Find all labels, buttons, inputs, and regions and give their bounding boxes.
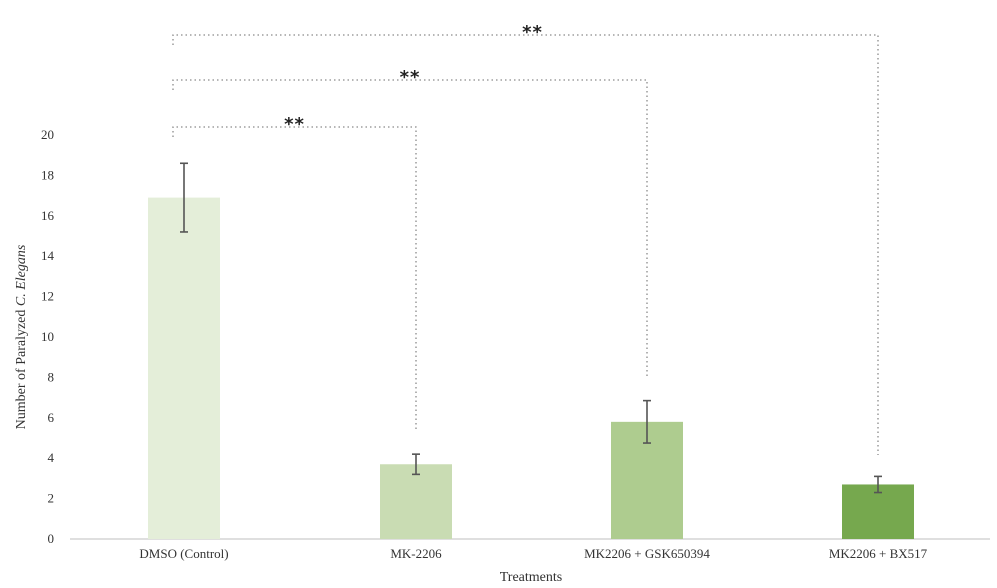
bar xyxy=(148,197,220,539)
y-tick-label: 20 xyxy=(41,127,54,142)
significance-brackets: ** ** ** xyxy=(172,22,879,455)
error-bar xyxy=(874,475,882,494)
y-tick-label: 16 xyxy=(41,208,55,223)
significance-bracket: ** xyxy=(172,114,417,432)
y-tick-label: 18 xyxy=(41,167,54,182)
significance-label: ** xyxy=(522,22,543,43)
bars xyxy=(148,197,914,539)
y-axis-title: Number of Paralyzed C. Elegans xyxy=(14,244,29,429)
error-bars xyxy=(180,162,882,494)
bar xyxy=(842,484,914,539)
y-tick-label: 14 xyxy=(41,248,55,263)
y-tick-label: 12 xyxy=(41,289,54,304)
y-tick-label: 0 xyxy=(48,531,55,546)
y-tick-label: 2 xyxy=(48,491,55,506)
x-axis-category-labels: DMSO (Control) MK-2206 MK2206 + GSK650394 M… xyxy=(139,546,927,561)
error-bar xyxy=(180,162,188,233)
error-bar xyxy=(643,399,651,444)
bracket-line xyxy=(172,34,879,455)
significance-bracket: ** xyxy=(172,67,648,378)
bracket-line xyxy=(172,126,417,432)
significance-label: ** xyxy=(284,114,305,135)
x-tick-label: DMSO (Control) xyxy=(139,546,228,561)
x-tick-label: MK2206 + BX517 xyxy=(829,546,928,561)
x-tick-label: MK2206 + GSK650394 xyxy=(584,546,710,561)
significance-label: ** xyxy=(400,67,421,88)
x-axis-title: Treatments xyxy=(500,570,562,585)
y-tick-label: 8 xyxy=(48,369,55,384)
bracket-line xyxy=(172,79,648,378)
x-tick-label: MK-2206 xyxy=(390,546,442,561)
y-axis-title-prefix: Number of Paralyzed xyxy=(14,306,29,429)
error-bar xyxy=(412,453,420,476)
y-axis-ticks: 0 2 4 6 8 10 12 14 16 18 20 xyxy=(41,127,55,546)
y-axis-title-species: C. Elegans xyxy=(14,244,29,306)
significance-bracket: ** xyxy=(172,22,879,455)
y-tick-label: 4 xyxy=(48,450,55,465)
y-tick-label: 10 xyxy=(41,329,54,344)
y-tick-label: 6 xyxy=(48,410,55,425)
bar xyxy=(380,464,452,539)
